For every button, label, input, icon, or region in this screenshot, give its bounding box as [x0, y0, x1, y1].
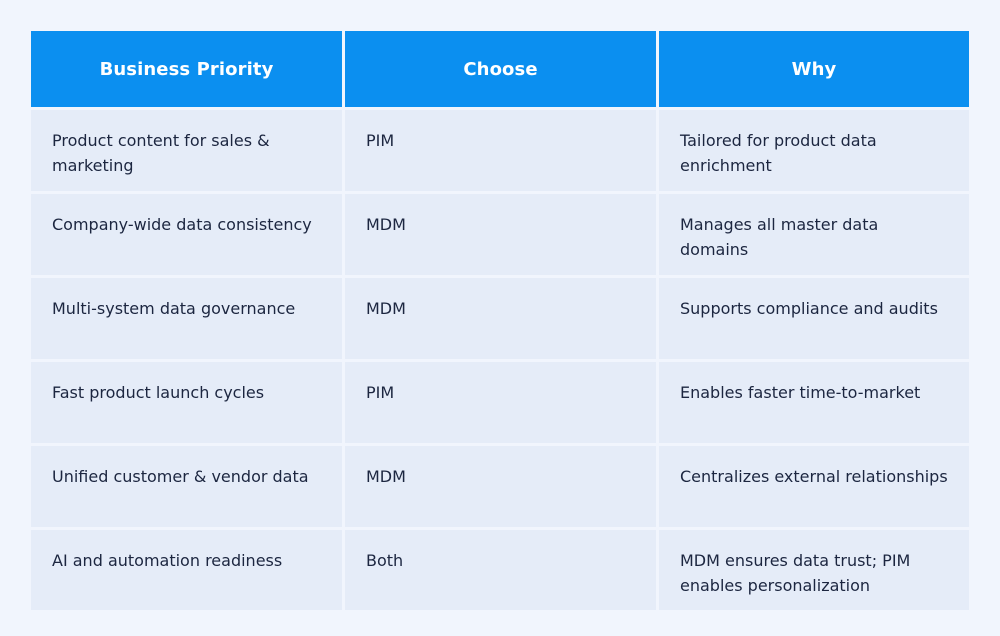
- cell-choose: PIM: [345, 110, 656, 191]
- table-row: AI and automation readiness Both MDM ens…: [31, 530, 969, 610]
- table-row: Product content for sales & marketing PI…: [31, 110, 969, 194]
- cell-why: Supports compliance and audits: [659, 278, 969, 359]
- cell-choose: MDM: [345, 278, 656, 359]
- cell-why: Centralizes external relationships: [659, 446, 969, 527]
- cell-choose: PIM: [345, 362, 656, 443]
- comparison-table: Business Priority Choose Why Product con…: [31, 31, 969, 610]
- table-row: Unified customer & vendor data MDM Centr…: [31, 446, 969, 530]
- header-choose: Choose: [345, 31, 656, 107]
- cell-priority: Product content for sales & marketing: [31, 110, 342, 191]
- cell-why: Enables faster time-to-market: [659, 362, 969, 443]
- table-row: Fast product launch cycles PIM Enables f…: [31, 362, 969, 446]
- table-header-row: Business Priority Choose Why: [31, 31, 969, 110]
- header-why: Why: [659, 31, 969, 107]
- cell-priority: Fast product launch cycles: [31, 362, 342, 443]
- cell-priority: Unified customer & vendor data: [31, 446, 342, 527]
- table-row: Company-wide data consistency MDM Manage…: [31, 194, 969, 278]
- cell-priority: Multi-system data governance: [31, 278, 342, 359]
- header-business-priority: Business Priority: [31, 31, 342, 107]
- cell-choose: MDM: [345, 446, 656, 527]
- cell-choose: Both: [345, 530, 656, 610]
- cell-priority: AI and automation readiness: [31, 530, 342, 610]
- table-row: Multi-system data governance MDM Support…: [31, 278, 969, 362]
- cell-choose: MDM: [345, 194, 656, 275]
- cell-why: Manages all master data domains: [659, 194, 969, 275]
- cell-priority: Company-wide data consistency: [31, 194, 342, 275]
- cell-why: Tailored for product data enrichment: [659, 110, 969, 191]
- cell-why: MDM ensures data trust; PIM enables pers…: [659, 530, 969, 610]
